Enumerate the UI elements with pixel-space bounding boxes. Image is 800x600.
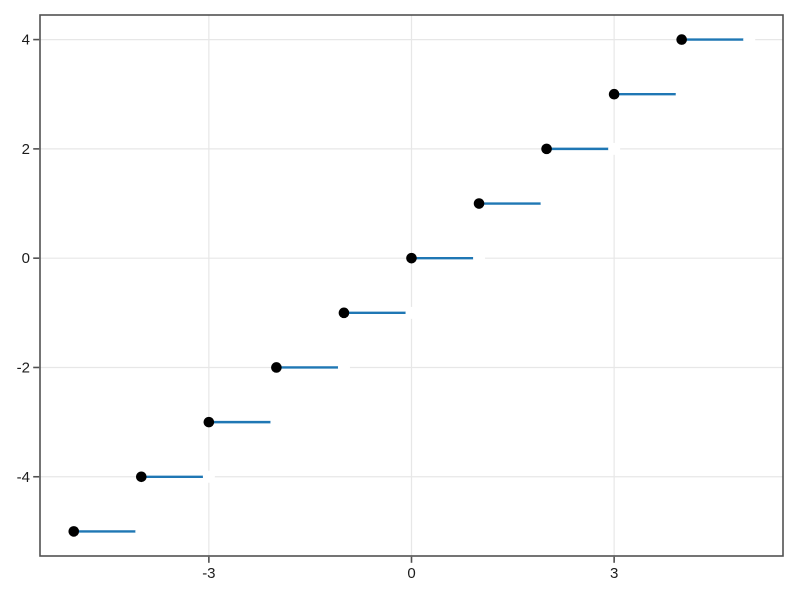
y-tick-label: 0	[22, 250, 30, 267]
y-tick-label: -2	[17, 359, 30, 376]
open-endpoint-marker	[608, 142, 621, 155]
data-point	[338, 307, 350, 319]
open-endpoint-marker	[135, 525, 148, 538]
y-tick-label: -4	[17, 469, 30, 486]
data-point	[608, 88, 620, 100]
open-endpoint-marker	[202, 470, 215, 483]
data-point	[68, 526, 80, 537]
open-endpoint-marker	[743, 33, 756, 46]
x-tick-label: -3	[202, 565, 215, 582]
open-endpoint-marker	[337, 361, 350, 374]
x-tick-label: 3	[610, 565, 618, 582]
axis-frame	[39, 14, 784, 557]
y-tick-label: 4	[22, 32, 30, 49]
data-point	[473, 198, 485, 209]
data-point	[676, 34, 687, 45]
open-endpoint-marker	[270, 416, 283, 429]
open-endpoint-marker	[405, 306, 418, 319]
open-endpoint-marker	[540, 197, 553, 210]
y-tick-label: 2	[22, 141, 30, 158]
data-point	[271, 362, 282, 373]
open-endpoint-marker	[675, 88, 688, 101]
data-point	[203, 416, 215, 428]
data-point	[406, 252, 417, 264]
data-point	[136, 471, 147, 483]
data-point	[541, 143, 552, 155]
x-tick-label: 0	[407, 565, 415, 582]
open-endpoint-marker	[473, 252, 486, 265]
